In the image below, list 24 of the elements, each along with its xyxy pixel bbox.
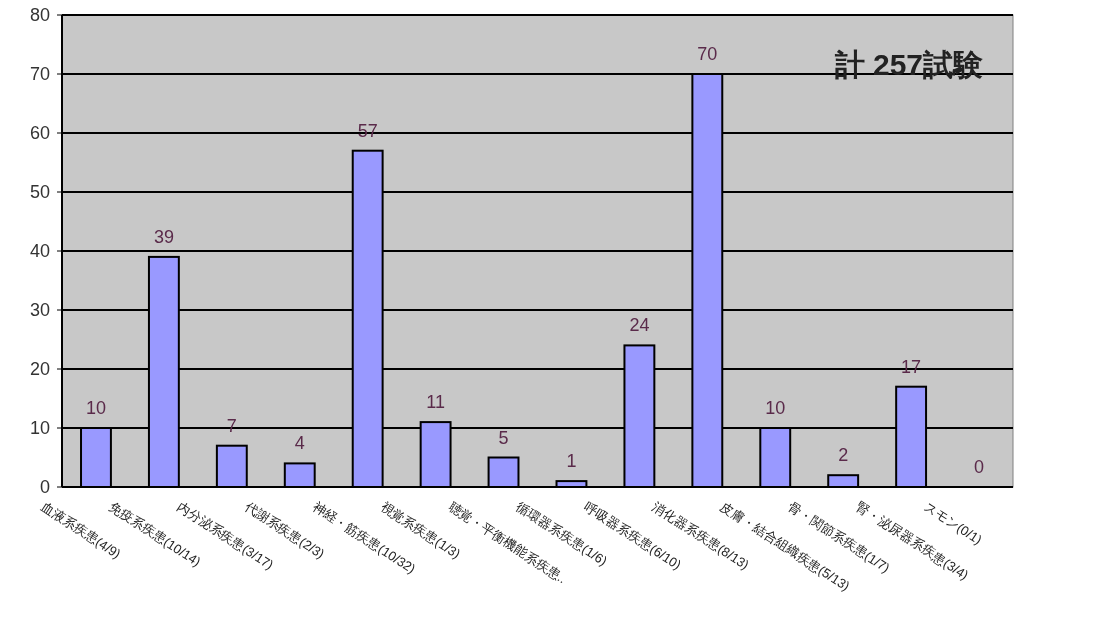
- y-tick-label: 60: [29, 123, 50, 143]
- data-label: 4: [294, 433, 305, 454]
- y-tick-label: 80: [29, 5, 50, 25]
- data-label: 2: [838, 445, 849, 466]
- y-tick-label: 50: [29, 182, 50, 202]
- data-label: 11: [426, 392, 445, 413]
- y-tick-label: 40: [29, 241, 50, 261]
- data-label: 24: [629, 315, 650, 336]
- bar: [215, 444, 248, 488]
- data-label: 1: [566, 451, 577, 472]
- y-tick-label: 70: [29, 64, 50, 84]
- data-label: 39: [153, 226, 174, 247]
- data-label: 70: [697, 44, 718, 64]
- data-label: 0: [974, 457, 985, 477]
- data-label: 10: [85, 398, 106, 418]
- bar: [487, 456, 520, 488]
- data-label: 5: [498, 427, 509, 448]
- y-tick-label: 20: [29, 359, 50, 379]
- y-tick-label: 10: [29, 418, 50, 438]
- bar: [283, 462, 316, 488]
- data-label: 10: [765, 398, 786, 418]
- y-tick-label: 0: [39, 477, 50, 497]
- y-tick-label: 30: [29, 300, 50, 320]
- annotation: 計 257試験: [833, 48, 983, 81]
